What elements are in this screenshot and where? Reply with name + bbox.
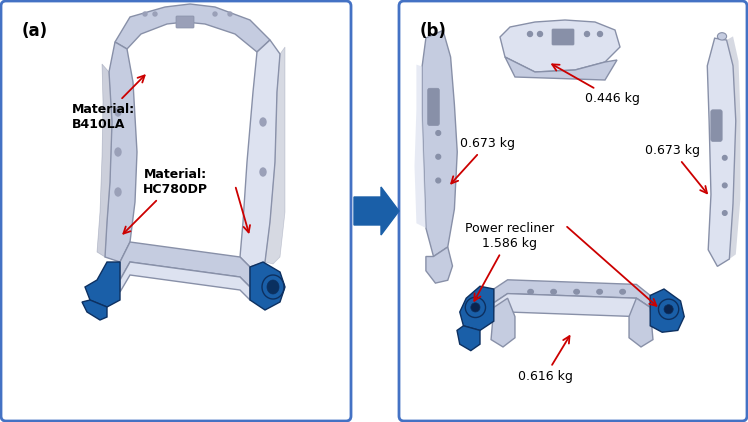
Ellipse shape	[153, 12, 157, 16]
Polygon shape	[460, 286, 494, 330]
Polygon shape	[82, 300, 107, 320]
Polygon shape	[629, 298, 653, 347]
Ellipse shape	[620, 289, 625, 294]
Polygon shape	[250, 262, 285, 310]
Ellipse shape	[723, 155, 727, 160]
Ellipse shape	[465, 297, 485, 317]
Polygon shape	[97, 64, 112, 257]
Polygon shape	[120, 262, 250, 300]
Text: 0.673 kg: 0.673 kg	[645, 144, 707, 193]
Polygon shape	[650, 289, 684, 332]
Ellipse shape	[436, 154, 441, 159]
Polygon shape	[500, 20, 620, 72]
FancyBboxPatch shape	[399, 1, 747, 421]
Text: 0.616 kg: 0.616 kg	[518, 336, 572, 383]
Ellipse shape	[538, 32, 542, 36]
Text: 0.446 kg: 0.446 kg	[552, 65, 640, 105]
FancyBboxPatch shape	[176, 16, 194, 28]
FancyBboxPatch shape	[1, 1, 351, 421]
Ellipse shape	[574, 289, 580, 294]
Ellipse shape	[528, 289, 533, 294]
Ellipse shape	[597, 289, 602, 294]
Text: Material:
B410LA: Material: B410LA	[72, 76, 144, 131]
Ellipse shape	[598, 32, 602, 36]
Ellipse shape	[723, 183, 727, 188]
Ellipse shape	[143, 12, 147, 16]
Ellipse shape	[717, 32, 726, 40]
Polygon shape	[414, 65, 426, 228]
FancyBboxPatch shape	[428, 88, 439, 125]
Text: Power recliner
1.586 kg: Power recliner 1.586 kg	[465, 222, 554, 301]
Ellipse shape	[115, 148, 121, 156]
Polygon shape	[120, 242, 250, 287]
Ellipse shape	[115, 108, 121, 116]
Ellipse shape	[664, 305, 673, 314]
Ellipse shape	[584, 32, 589, 36]
Polygon shape	[265, 47, 285, 264]
Polygon shape	[457, 326, 480, 351]
Polygon shape	[240, 40, 280, 267]
Polygon shape	[708, 38, 736, 266]
FancyBboxPatch shape	[711, 110, 722, 141]
Ellipse shape	[658, 299, 678, 319]
Polygon shape	[491, 298, 515, 347]
Ellipse shape	[262, 275, 284, 299]
Ellipse shape	[213, 12, 217, 16]
Text: (b): (b)	[420, 22, 447, 40]
Ellipse shape	[470, 303, 480, 312]
Polygon shape	[105, 42, 137, 262]
Ellipse shape	[527, 32, 533, 36]
Ellipse shape	[267, 280, 279, 294]
Polygon shape	[494, 294, 650, 326]
Ellipse shape	[228, 12, 232, 16]
Polygon shape	[426, 247, 453, 283]
Polygon shape	[115, 4, 270, 52]
Ellipse shape	[551, 289, 557, 294]
Polygon shape	[494, 280, 650, 307]
FancyArrow shape	[354, 187, 399, 235]
Polygon shape	[85, 262, 120, 307]
FancyBboxPatch shape	[552, 29, 574, 45]
Text: 0.673 kg: 0.673 kg	[451, 137, 515, 184]
Text: (a): (a)	[22, 22, 48, 40]
Text: Material:
HC780DP: Material: HC780DP	[123, 168, 207, 234]
Ellipse shape	[723, 211, 727, 215]
Ellipse shape	[260, 168, 266, 176]
Ellipse shape	[436, 178, 441, 183]
Ellipse shape	[436, 131, 441, 135]
Polygon shape	[726, 36, 741, 259]
Polygon shape	[505, 57, 617, 80]
Polygon shape	[422, 30, 457, 257]
Ellipse shape	[260, 118, 266, 126]
Ellipse shape	[115, 188, 121, 196]
